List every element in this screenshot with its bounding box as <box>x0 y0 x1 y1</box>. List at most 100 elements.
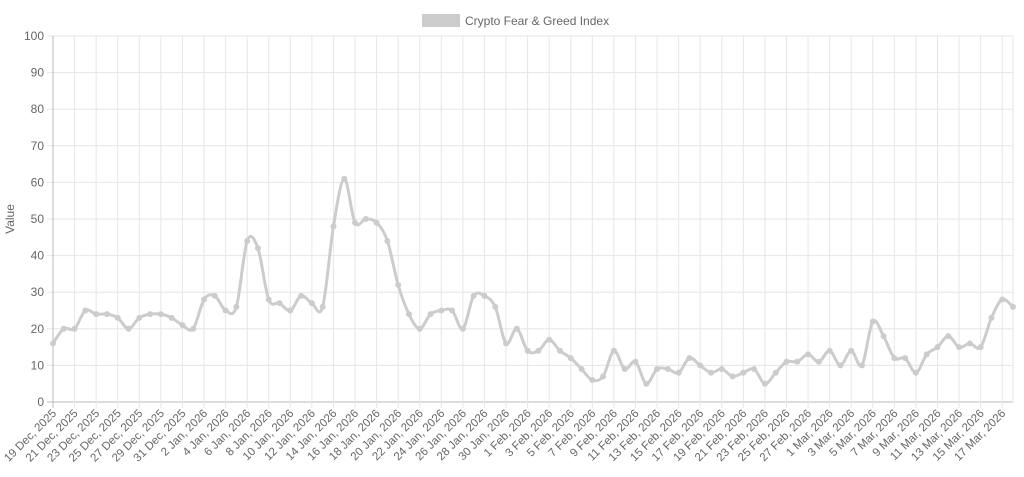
data-point-6-Mar-2026[interactable] <box>880 333 887 340</box>
data-point-9-Jan-2026[interactable] <box>276 300 283 307</box>
data-point-14-Jan-2026[interactable] <box>330 223 337 230</box>
data-point-12-Mar-2026[interactable] <box>945 333 952 340</box>
data-point-15-Mar-2026[interactable] <box>977 344 984 351</box>
data-point-3-Jan-2026[interactable] <box>211 292 218 299</box>
data-point-12-Feb-2026[interactable] <box>643 380 650 387</box>
data-point-13-Mar-2026[interactable] <box>956 344 963 351</box>
y-tick-label: 10 <box>31 358 45 372</box>
data-point-6-Jan-2026[interactable] <box>244 237 251 244</box>
data-point-24-Jan-2026[interactable] <box>438 307 445 314</box>
data-point-16-Jan-2026[interactable] <box>352 219 359 226</box>
data-point-19-Dec-2025[interactable] <box>50 340 56 347</box>
data-point-27-Feb-2026[interactable] <box>805 351 812 358</box>
data-point-8-Jan-2026[interactable] <box>265 296 272 303</box>
data-point-12-Jan-2026[interactable] <box>308 300 315 307</box>
data-point-11-Jan-2026[interactable] <box>298 292 305 299</box>
data-point-3-Feb-2026[interactable] <box>546 336 553 343</box>
data-point-23-Jan-2026[interactable] <box>427 311 434 318</box>
data-point-3-Mar-2026[interactable] <box>848 347 855 354</box>
data-point-31-Jan-2026[interactable] <box>513 325 520 332</box>
legend-label: Crypto Fear & Greed Index <box>465 14 609 28</box>
data-point-7-Jan-2026[interactable] <box>254 245 261 252</box>
data-point-16-Mar-2026[interactable] <box>988 314 995 321</box>
data-point-28-Feb-2026[interactable] <box>815 358 822 365</box>
data-point-4-Jan-2026[interactable] <box>222 307 229 314</box>
data-point-17-Mar-2026[interactable] <box>999 296 1006 303</box>
data-point-11-Mar-2026[interactable] <box>934 344 941 351</box>
data-point-20-Dec-2025[interactable] <box>60 325 67 332</box>
data-point-21-Jan-2026[interactable] <box>405 311 412 318</box>
data-point-4-Feb-2026[interactable] <box>556 347 563 354</box>
data-point-14-Mar-2026[interactable] <box>966 340 973 347</box>
y-tick-label: 100 <box>24 29 44 43</box>
data-point-25-Jan-2026[interactable] <box>449 307 456 314</box>
data-point-24-Dec-2025[interactable] <box>103 311 110 318</box>
data-point-15-Feb-2026[interactable] <box>675 369 682 376</box>
data-point-5-Jan-2026[interactable] <box>233 303 240 310</box>
data-point-23-Feb-2026[interactable] <box>761 380 768 387</box>
legend-swatch <box>422 14 460 27</box>
data-point-6-Feb-2026[interactable] <box>578 366 585 373</box>
data-point-24-Feb-2026[interactable] <box>772 369 779 376</box>
data-point-30-Dec-2025[interactable] <box>168 314 175 321</box>
data-point-9-Feb-2026[interactable] <box>610 347 617 354</box>
data-point-2-Mar-2026[interactable] <box>837 362 844 369</box>
y-tick-label: 20 <box>31 322 45 336</box>
data-point-11-Feb-2026[interactable] <box>632 358 639 365</box>
data-point-7-Mar-2026[interactable] <box>891 355 898 362</box>
data-point-22-Jan-2026[interactable] <box>416 325 423 332</box>
data-point-2-Feb-2026[interactable] <box>535 347 542 354</box>
data-point-8-Feb-2026[interactable] <box>600 373 607 380</box>
data-point-5-Mar-2026[interactable] <box>869 318 876 325</box>
data-point-29-Jan-2026[interactable] <box>492 303 499 310</box>
data-point-30-Jan-2026[interactable] <box>503 340 510 347</box>
data-point-25-Dec-2025[interactable] <box>114 314 121 321</box>
data-point-18-Feb-2026[interactable] <box>707 369 714 376</box>
data-point-2-Jan-2026[interactable] <box>201 296 208 303</box>
data-point-14-Feb-2026[interactable] <box>664 366 671 373</box>
data-point-29-Dec-2025[interactable] <box>157 311 164 318</box>
data-point-20-Feb-2026[interactable] <box>729 373 736 380</box>
data-point-22-Feb-2026[interactable] <box>751 366 758 373</box>
data-point-31-Dec-2025[interactable] <box>179 322 186 329</box>
data-point-1-Feb-2026[interactable] <box>524 347 531 354</box>
data-point-8-Mar-2026[interactable] <box>902 355 909 362</box>
data-point-17-Feb-2026[interactable] <box>697 362 704 369</box>
data-point-16-Feb-2026[interactable] <box>686 355 693 362</box>
y-tick-label: 40 <box>31 249 45 263</box>
data-point-26-Dec-2025[interactable] <box>125 325 132 332</box>
data-point-26-Feb-2026[interactable] <box>794 358 801 365</box>
y-tick-label: 60 <box>31 175 45 189</box>
data-point-26-Jan-2026[interactable] <box>459 325 466 332</box>
data-point-27-Dec-2025[interactable] <box>136 314 143 321</box>
data-point-28-Jan-2026[interactable] <box>481 292 488 299</box>
data-point-21-Dec-2025[interactable] <box>71 325 78 332</box>
data-point-22-Dec-2025[interactable] <box>82 307 89 314</box>
data-point-5-Feb-2026[interactable] <box>567 355 574 362</box>
data-point-4-Mar-2026[interactable] <box>858 362 865 369</box>
data-point-23-Dec-2025[interactable] <box>93 311 100 318</box>
data-point-25-Feb-2026[interactable] <box>783 358 790 365</box>
data-point-19-Jan-2026[interactable] <box>384 237 391 244</box>
data-point-21-Feb-2026[interactable] <box>740 369 747 376</box>
data-point-15-Jan-2026[interactable] <box>341 175 348 182</box>
data-point-18-Jan-2026[interactable] <box>373 219 380 226</box>
data-point-13-Jan-2026[interactable] <box>319 303 326 310</box>
data-point-1-Mar-2026[interactable] <box>826 347 833 354</box>
data-point-1-Jan-2026[interactable] <box>190 325 197 332</box>
legend[interactable]: Crypto Fear & Greed Index <box>422 14 609 28</box>
data-point-28-Dec-2025[interactable] <box>147 311 154 318</box>
data-point-20-Jan-2026[interactable] <box>395 281 402 288</box>
data-point-10-Feb-2026[interactable] <box>621 366 628 373</box>
data-point-18-Mar-2026[interactable] <box>1010 303 1016 310</box>
data-point-27-Jan-2026[interactable] <box>470 292 477 299</box>
data-point-19-Feb-2026[interactable] <box>718 366 725 373</box>
data-point-17-Jan-2026[interactable] <box>362 216 369 222</box>
data-point-9-Mar-2026[interactable] <box>912 369 919 376</box>
data-point-10-Mar-2026[interactable] <box>923 351 930 358</box>
data-point-10-Jan-2026[interactable] <box>287 307 294 314</box>
data-point-7-Feb-2026[interactable] <box>589 377 596 384</box>
data-point-13-Feb-2026[interactable] <box>654 366 661 373</box>
data-points <box>50 175 1016 387</box>
